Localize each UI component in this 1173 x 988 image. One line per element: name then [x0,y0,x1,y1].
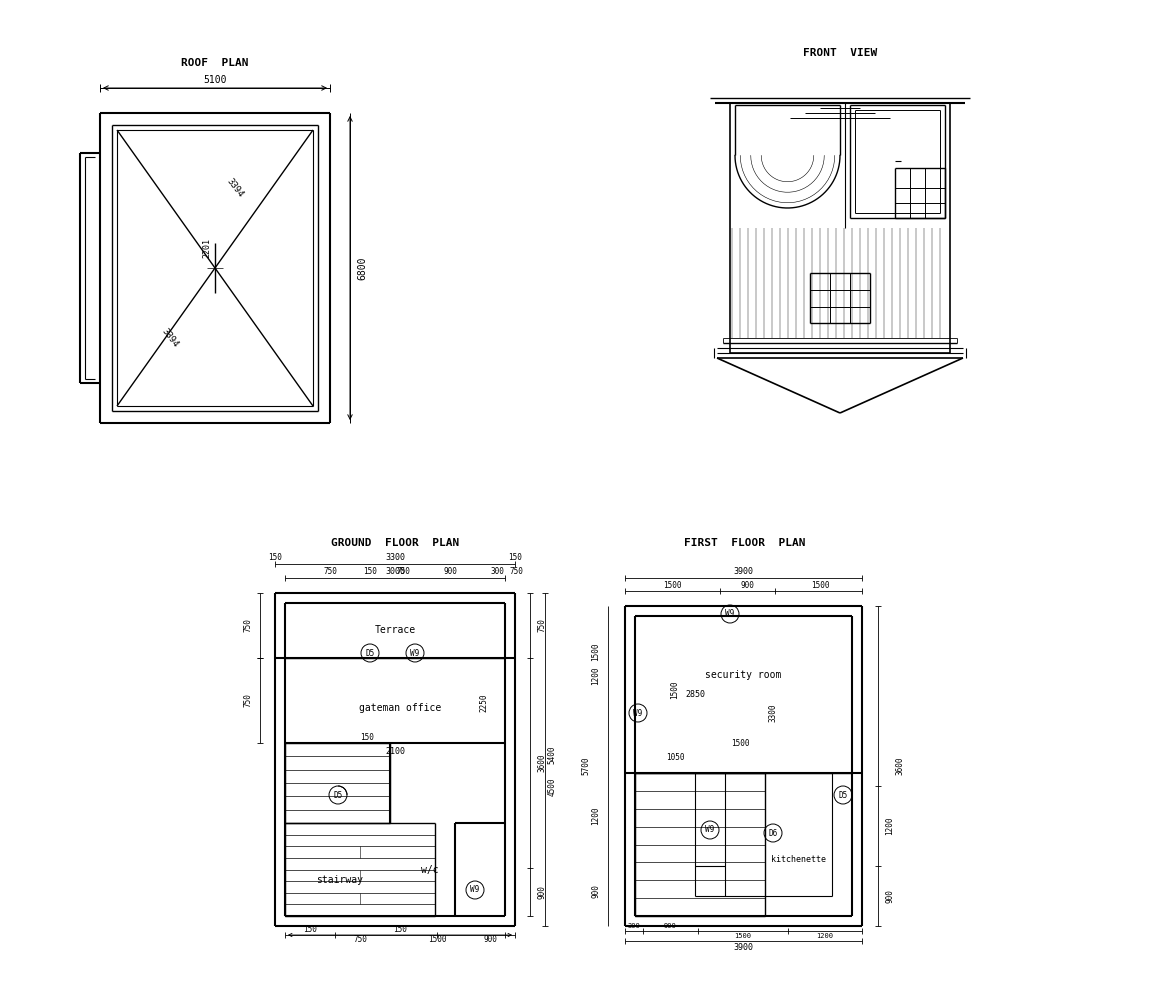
Text: FIRST  FLOOR  PLAN: FIRST FLOOR PLAN [684,538,806,548]
Text: 750: 750 [323,567,337,577]
Text: D5: D5 [333,790,343,799]
Text: 900: 900 [591,884,601,898]
Text: 2201: 2201 [203,238,211,258]
Text: 1200: 1200 [591,807,601,825]
Text: GROUND  FLOOR  PLAN: GROUND FLOOR PLAN [331,538,459,548]
Text: 5400: 5400 [548,745,556,764]
Text: 750: 750 [510,567,524,577]
Text: 5700: 5700 [582,757,590,776]
Text: 750: 750 [244,694,252,707]
Text: 1050: 1050 [666,754,684,763]
Text: 150: 150 [303,926,317,935]
Text: Terrace: Terrace [374,625,415,635]
Text: 1200: 1200 [591,667,601,686]
Text: 750: 750 [537,618,547,632]
Text: 1500: 1500 [428,936,446,945]
Text: ROOF  PLAN: ROOF PLAN [182,58,249,68]
Text: 1500: 1500 [811,582,829,591]
Text: 900: 900 [664,923,677,929]
Text: 900: 900 [537,885,547,899]
Text: 1500: 1500 [734,933,752,939]
Text: stairway: stairway [317,875,364,885]
Text: 150: 150 [364,567,377,577]
Text: FRONT  VIEW: FRONT VIEW [802,48,877,58]
Text: 4500: 4500 [548,778,556,796]
Text: W9: W9 [633,708,643,717]
Text: 750: 750 [396,567,409,577]
Text: 3300: 3300 [385,553,405,562]
Text: 1200: 1200 [816,933,834,939]
Text: D5: D5 [365,648,374,657]
Text: 3300: 3300 [769,703,778,722]
Text: 750: 750 [244,618,252,632]
Text: 3600: 3600 [895,757,904,776]
Text: 300: 300 [628,923,640,929]
Text: 900: 900 [740,582,754,591]
Text: D5: D5 [839,790,848,799]
Text: 5100: 5100 [203,75,226,85]
Text: 900: 900 [443,567,457,577]
Text: w/c: w/c [421,865,439,875]
Text: W9: W9 [725,610,734,618]
Text: 300: 300 [490,567,504,577]
Text: 6800: 6800 [357,256,367,280]
Text: 150: 150 [508,553,522,562]
Text: kitchenette: kitchenette [771,855,826,864]
Text: 900: 900 [483,936,497,945]
Text: 3600: 3600 [537,754,547,773]
Text: 2100: 2100 [385,747,405,756]
Text: W9: W9 [411,648,420,657]
Text: 2850: 2850 [685,690,705,699]
Text: 3900: 3900 [733,943,753,951]
Text: 1200: 1200 [886,817,895,835]
Text: 1500: 1500 [663,582,682,591]
Text: 3000: 3000 [385,567,405,577]
Text: 1500: 1500 [671,681,679,699]
Text: 1500: 1500 [591,643,601,661]
Text: W9: W9 [470,885,480,894]
Text: 900: 900 [886,889,895,903]
Text: W9: W9 [705,826,714,835]
Text: 3394: 3394 [225,177,245,200]
Text: D6: D6 [768,829,778,838]
Text: 3394: 3394 [160,327,181,349]
Text: 2250: 2250 [480,694,488,712]
Text: 750: 750 [353,936,367,945]
Text: 150: 150 [269,553,282,562]
Text: security room: security room [705,670,781,680]
Text: 1500: 1500 [731,738,750,748]
Text: 3900: 3900 [733,567,753,577]
Text: 150: 150 [393,926,407,935]
Text: gateman office: gateman office [359,703,441,713]
Text: 150: 150 [360,733,374,743]
